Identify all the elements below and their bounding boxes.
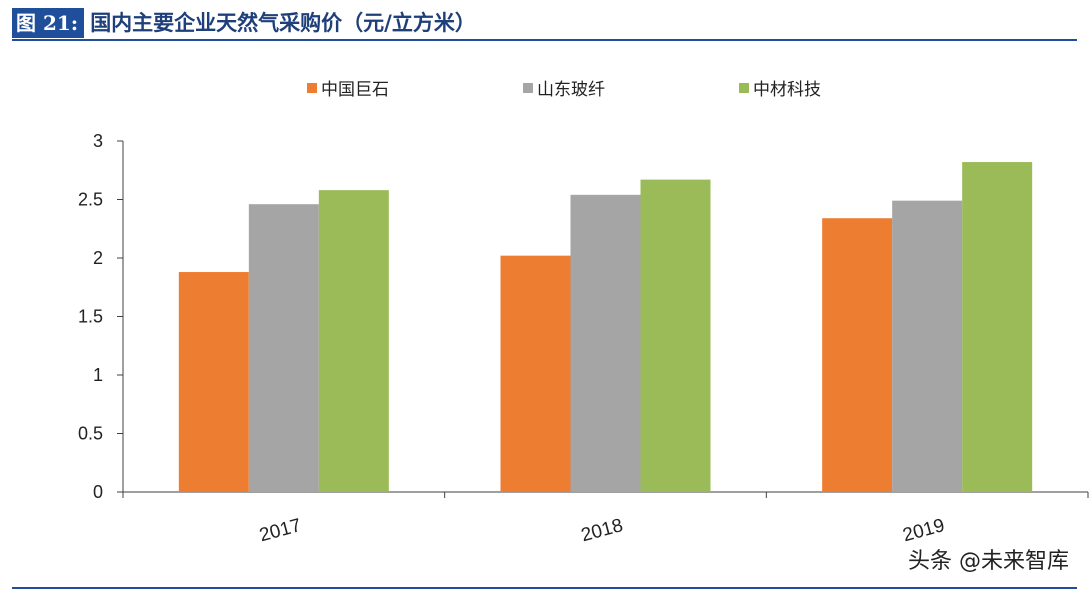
y-tick-label: 0.5: [78, 424, 103, 444]
bar-1-1: [570, 194, 641, 492]
figure-label: 图 21:: [12, 8, 85, 38]
legend-label-2: 中材科技: [753, 80, 821, 100]
legend-swatch-0: [307, 83, 317, 93]
legend-label-0: 中国巨石: [321, 80, 389, 100]
x-tick-label: 2018: [579, 515, 625, 546]
x-tick-label: 2017: [257, 515, 303, 546]
bar-1-0: [248, 204, 319, 492]
bar-2-0: [318, 190, 389, 492]
bar-1-2: [892, 200, 963, 493]
bar-2-2: [962, 162, 1033, 492]
y-tick-label: 1.5: [78, 307, 103, 327]
bar-2-1: [640, 179, 711, 493]
top-divider: [12, 39, 1077, 41]
bar-0-2: [822, 218, 893, 492]
y-tick-label: 1: [93, 365, 103, 385]
watermark: 头条 @未来智库: [908, 549, 1069, 574]
legend-swatch-2: [739, 83, 749, 93]
y-tick-label: 2.5: [78, 190, 103, 210]
figure-title: 国内主要企业天然气采购价（元/立方米）: [90, 11, 476, 35]
bar-0-0: [178, 272, 249, 492]
bar-0-1: [500, 255, 571, 492]
legend-label-1: 山东玻纤: [537, 80, 605, 100]
y-tick-label: 2: [93, 248, 103, 268]
legend-swatch-1: [523, 83, 533, 93]
y-tick-label: 3: [93, 131, 103, 151]
bottom-divider: [12, 587, 1077, 589]
figure-header: 图 21: 国内主要企业天然气采购价（元/立方米）: [12, 8, 476, 38]
x-tick-label: 2019: [901, 515, 947, 546]
y-tick-label: 0: [93, 482, 103, 502]
